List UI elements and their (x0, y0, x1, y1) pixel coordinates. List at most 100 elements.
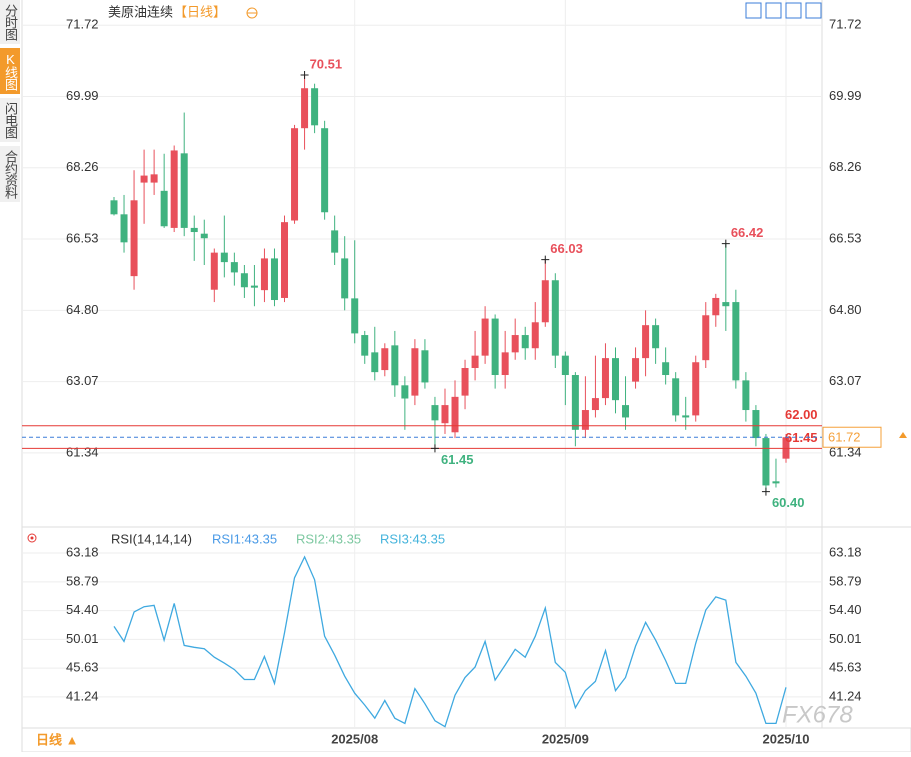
candle-body (501, 352, 509, 376)
high-label: 70.51 (310, 56, 343, 71)
candle-body (752, 410, 760, 439)
candle-body (772, 481, 780, 484)
candle-body (270, 258, 278, 301)
candle-body (260, 258, 268, 291)
y-tick-label: 50.01 (66, 631, 99, 646)
high-label: 66.42 (731, 225, 764, 240)
candle-body (311, 88, 319, 126)
high-marker (300, 71, 309, 80)
indicator-title: RSI(14,14,14) (111, 531, 192, 546)
candle-body (551, 280, 559, 356)
zoom-out-button[interactable] (765, 2, 782, 19)
candle-body (491, 318, 499, 376)
candle-body (391, 345, 399, 386)
candle-body (371, 352, 379, 373)
y-tick-label-right: 66.53 (829, 230, 862, 245)
sidebar-tab[interactable]: K线图 (0, 48, 20, 94)
y-tick-label: 63.07 (66, 373, 99, 388)
period-switch[interactable]: 日线 ▲ (36, 732, 78, 747)
x-axis-strip (21, 727, 911, 753)
rsi-line (113, 555, 787, 728)
candle-body (331, 230, 339, 253)
y-tick-label-right: 63.18 (829, 544, 862, 559)
toolbar (745, 2, 822, 19)
forward-button[interactable] (805, 2, 822, 19)
candle-body (702, 315, 710, 361)
candle-body (120, 214, 128, 243)
candle-body (662, 362, 670, 376)
candle-body (150, 174, 158, 183)
y-tick-label: 58.79 (66, 573, 99, 588)
candle-body (692, 362, 700, 416)
x-tick-label: 2025/09 (542, 731, 589, 746)
sidebar-tab[interactable]: 闪电图 (0, 98, 20, 142)
y-tick-label: 41.24 (66, 688, 99, 703)
y-tick-label-right: 58.79 (829, 573, 862, 588)
candle-body (190, 227, 198, 233)
indicator-icon (30, 536, 34, 540)
candle-body (140, 175, 148, 183)
candle-body (220, 252, 228, 263)
candle-body (471, 355, 479, 369)
y-tick-label: 45.63 (66, 660, 99, 675)
candle-body (742, 380, 750, 411)
zoom-in-button[interactable] (745, 2, 762, 19)
back-button[interactable] (785, 2, 802, 19)
candle-body (561, 355, 569, 376)
candle-body (622, 405, 630, 418)
candle-body (170, 150, 178, 228)
candle-body (672, 378, 680, 416)
y-tick-label-right: 45.63 (829, 660, 862, 675)
candle-body (531, 322, 539, 349)
candle-body (401, 385, 409, 399)
candle-body (732, 302, 740, 381)
y-tick-label: 61.34 (66, 444, 99, 459)
candle-body (762, 438, 770, 486)
candle-body (712, 297, 720, 316)
level-label: 62.00 (785, 407, 818, 422)
y-tick-label-right: 69.99 (829, 88, 862, 103)
high-marker (721, 239, 730, 248)
y-tick-label: 71.72 (66, 17, 99, 32)
price-arrow (899, 432, 907, 438)
high-label: 66.03 (550, 241, 583, 256)
candle-body (411, 348, 419, 396)
legend-entry: RSI1:43.35 (212, 531, 277, 546)
sidebar-tab[interactable]: 合约资料 (0, 146, 20, 202)
candle-body (250, 285, 258, 288)
candle-body (321, 128, 329, 213)
chart-title: 美原油连续 (108, 4, 173, 19)
candle-body (200, 233, 208, 239)
legend-entry: RSI2:43.35 (296, 531, 361, 546)
last-price-label: 61.72 (828, 430, 861, 445)
candle-body (571, 375, 579, 430)
watermark: FX678 (782, 701, 853, 728)
indicator-icon[interactable] (27, 533, 37, 543)
sidebar: 分时图 K线图闪电图合约资料 (0, 0, 20, 206)
candle-body (281, 222, 289, 298)
candle-body (451, 396, 459, 433)
candle-body (110, 200, 118, 215)
y-tick-label-right: 64.80 (829, 302, 862, 317)
y-tick-label-right: 61.34 (829, 444, 862, 459)
x-tick-label: 2025/10 (763, 731, 810, 746)
candle-body (722, 302, 730, 307)
sidebar-tab[interactable]: 分时图 (0, 0, 20, 44)
candle-body (541, 280, 549, 323)
candle-body (431, 405, 439, 421)
candle-body (130, 200, 138, 277)
y-tick-label: 68.26 (66, 159, 99, 174)
period-label[interactable]: 【日线】 (174, 4, 226, 19)
y-tick-label: 69.99 (66, 88, 99, 103)
high-marker (541, 255, 550, 264)
candle-body (351, 298, 359, 334)
candle-body (361, 335, 369, 356)
candle-body (291, 128, 299, 221)
legend-entry: RSI3:43.35 (380, 531, 445, 546)
candle-body (591, 398, 599, 411)
candle-body (441, 405, 449, 424)
candle-body (652, 325, 660, 349)
y-tick-label: 63.18 (66, 544, 99, 559)
